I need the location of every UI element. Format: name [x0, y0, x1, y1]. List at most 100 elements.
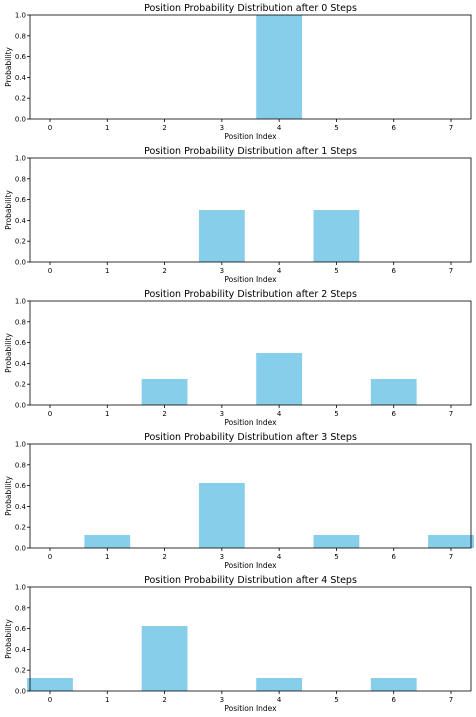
y-axis-label: Probability: [4, 190, 13, 230]
chart-title: Position Probability Distribution after …: [144, 575, 357, 586]
x-tick-label: 6: [391, 124, 396, 132]
chart-panel-3: Position Probability Distribution after …: [4, 432, 474, 570]
x-tick-label: 3: [220, 124, 224, 132]
x-tick-label: 6: [391, 696, 396, 704]
x-tick-label: 7: [449, 410, 453, 418]
y-tick-label: 0.8: [15, 32, 26, 40]
x-tick-label: 2: [162, 410, 166, 418]
y-tick-label: 0.0: [15, 688, 26, 696]
y-tick-label: 0.2: [15, 381, 26, 389]
y-tick-label: 0.2: [15, 524, 26, 532]
axes-frame: [29, 586, 472, 692]
x-tick-label: 5: [334, 267, 338, 275]
y-axis-label: Probability: [4, 47, 13, 87]
y-tick-label: 0.2: [15, 238, 26, 246]
x-tick-label: 7: [449, 267, 453, 275]
y-tick-label: 0.8: [15, 175, 26, 183]
y-tick-label: 0.0: [15, 545, 26, 553]
bar-position-6: [370, 678, 417, 691]
y-tick-label: 0.0: [15, 402, 26, 410]
x-tick-label: 4: [277, 696, 282, 704]
x-axis-label: Position Index: [224, 704, 277, 713]
x-tick-label: 7: [449, 696, 453, 704]
x-tick-label: 0: [48, 553, 52, 561]
y-tick-label: 0.4: [15, 646, 27, 654]
x-tick-label: 5: [334, 696, 338, 704]
x-tick-label: 3: [220, 696, 224, 704]
bar-position-2: [141, 379, 188, 405]
chart-title: Position Probability Distribution after …: [144, 3, 357, 14]
x-tick-label: 5: [334, 553, 338, 561]
bar-position-5: [313, 535, 360, 548]
x-tick-label: 4: [277, 124, 282, 132]
chart-panel-4: Position Probability Distribution after …: [4, 575, 472, 713]
x-tick-label: 6: [391, 553, 396, 561]
x-tick-label: 5: [334, 124, 338, 132]
y-axis-label: Probability: [4, 333, 13, 373]
bar-position-3: [198, 483, 245, 548]
axes-frame: [29, 300, 472, 406]
x-tick-label: 2: [162, 696, 166, 704]
x-tick-label: 0: [48, 410, 52, 418]
x-axis-label: Position Index: [224, 132, 277, 141]
x-tick-label: 1: [105, 124, 109, 132]
y-tick-label: 0.8: [15, 461, 26, 469]
x-tick-label: 4: [277, 553, 282, 561]
chart-title: Position Probability Distribution after …: [144, 289, 357, 300]
bar-position-7: [428, 535, 474, 548]
x-tick-label: 6: [391, 267, 396, 275]
x-axis-label: Position Index: [224, 418, 277, 427]
y-tick-label: 0.2: [15, 667, 26, 675]
bar-position-1: [84, 535, 131, 548]
y-tick-label: 0.4: [15, 503, 27, 511]
x-tick-label: 2: [162, 553, 166, 561]
bar-position-4: [256, 678, 303, 691]
x-tick-label: 3: [220, 553, 224, 561]
y-tick-label: 1.0: [15, 584, 26, 592]
y-tick-label: 1.0: [15, 155, 26, 163]
bar-position-6: [370, 379, 417, 405]
x-tick-label: 2: [162, 267, 166, 275]
y-axis-label: Probability: [4, 476, 13, 516]
x-tick-label: 7: [449, 553, 453, 561]
x-tick-label: 6: [391, 410, 396, 418]
bar-position-2: [141, 626, 188, 691]
x-tick-label: 3: [220, 410, 224, 418]
chart-panel-2: Position Probability Distribution after …: [4, 289, 472, 427]
bar-position-4: [256, 15, 303, 119]
axes-frame: [29, 157, 472, 263]
x-tick-label: 1: [105, 696, 109, 704]
x-tick-label: 1: [105, 553, 109, 561]
x-axis-label: Position Index: [224, 561, 277, 570]
y-tick-label: 0.8: [15, 318, 26, 326]
x-tick-label: 5: [334, 410, 338, 418]
y-tick-label: 0.0: [15, 259, 26, 267]
x-tick-label: 1: [105, 267, 109, 275]
x-tick-label: 0: [48, 696, 52, 704]
y-tick-label: 1.0: [15, 298, 26, 306]
y-tick-label: 0.8: [15, 604, 26, 612]
y-tick-label: 1.0: [15, 441, 26, 449]
x-tick-label: 1: [105, 410, 109, 418]
x-axis-label: Position Index: [224, 275, 277, 284]
y-tick-label: 0.6: [15, 196, 27, 204]
chart-panel-0: Position Probability Distribution after …: [4, 3, 472, 141]
x-tick-label: 0: [48, 267, 52, 275]
x-tick-label: 7: [449, 124, 453, 132]
y-tick-label: 0.2: [15, 95, 26, 103]
axes-frame: [29, 443, 472, 549]
axes-frame: [29, 14, 472, 120]
chart-panel-1: Position Probability Distribution after …: [4, 146, 472, 284]
y-tick-label: 1.0: [15, 12, 26, 20]
chart-title: Position Probability Distribution after …: [144, 432, 357, 443]
bar-position-4: [256, 353, 303, 405]
y-tick-label: 0.4: [15, 217, 27, 225]
bar-position-3: [198, 210, 245, 262]
x-tick-label: 3: [220, 267, 224, 275]
y-tick-label: 0.6: [15, 482, 27, 490]
bar-position-5: [313, 210, 360, 262]
y-axis-label: Probability: [4, 619, 13, 659]
y-tick-label: 0.6: [15, 625, 27, 633]
y-tick-label: 0.4: [15, 74, 27, 82]
